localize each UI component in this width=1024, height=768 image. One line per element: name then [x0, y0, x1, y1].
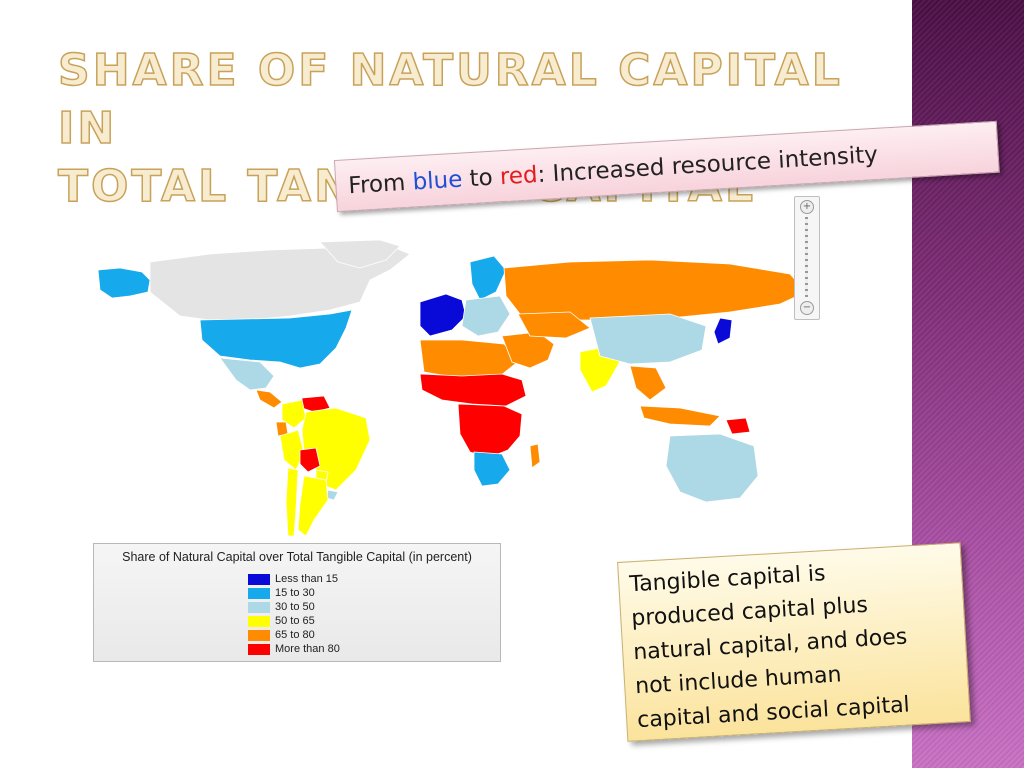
legend-title: Share of Natural Capital over Total Tang…: [122, 550, 472, 564]
subtitle-prefix: From: [347, 169, 414, 200]
legend-swatch: [248, 643, 270, 655]
country-china[interactable]: [589, 313, 707, 365]
legend-item: 50 to 65: [248, 614, 340, 628]
legend-item: More than 80: [248, 642, 340, 656]
zoom-in-icon[interactable]: +: [800, 200, 814, 214]
country-north-africa[interactable]: [419, 339, 521, 379]
country-chile[interactable]: [285, 467, 299, 537]
legend-items: Less than 15 15 to 30 30 to 50 50 to 65 65 t…: [248, 572, 340, 656]
country-indonesia[interactable]: [639, 405, 721, 427]
legend-label: 30 to 50: [275, 601, 315, 613]
country-colombia[interactable]: [281, 399, 307, 429]
country-brazil[interactable]: [301, 407, 371, 491]
country-kazakhstan[interactable]: [517, 311, 591, 339]
country-bolivia[interactable]: [299, 447, 321, 473]
legend-label: 15 to 30: [275, 587, 315, 599]
legend-item: 30 to 50: [248, 600, 340, 614]
country-russia[interactable]: [503, 259, 807, 321]
zoom-slider[interactable]: [805, 217, 808, 297]
country-australia[interactable]: [665, 433, 759, 503]
country-greenland[interactable]: [319, 239, 401, 269]
country-western-europe[interactable]: [419, 293, 467, 337]
legend-item: 65 to 80: [248, 628, 340, 642]
country-papua-new-guinea[interactable]: [725, 417, 751, 435]
country-canada[interactable]: [149, 245, 411, 321]
country-mexico[interactable]: [219, 357, 275, 391]
country-usa[interactable]: [199, 309, 353, 369]
world-map-svg: [97, 239, 807, 537]
map-legend: Share of Natural Capital over Total Tang…: [93, 543, 501, 662]
subtitle-middle: to: [461, 164, 501, 193]
legend-label: More than 80: [275, 643, 340, 655]
country-scandinavia[interactable]: [469, 255, 507, 301]
legend-label: Less than 15: [275, 573, 338, 585]
country-southern-africa[interactable]: [473, 451, 511, 487]
subtitle-blue-word: blue: [411, 166, 464, 196]
country-central-africa[interactable]: [457, 403, 523, 459]
legend-label: 50 to 65: [275, 615, 315, 627]
legend-swatch: [248, 615, 270, 627]
subtitle-red-word: red: [499, 162, 539, 191]
country-argentina[interactable]: [297, 475, 329, 537]
country-alaska[interactable]: [97, 267, 151, 299]
map-zoom-control[interactable]: + −: [794, 196, 820, 320]
legend-item: 15 to 30: [248, 586, 340, 600]
legend-swatch: [248, 573, 270, 585]
world-map[interactable]: [90, 239, 820, 540]
country-madagascar[interactable]: [529, 443, 541, 469]
country-central-america[interactable]: [255, 389, 283, 409]
legend-swatch: [248, 587, 270, 599]
definition-note: Tangible capital is produced capital plu…: [617, 542, 971, 742]
subtitle-suffix: : Increased resource intensity: [536, 141, 879, 189]
country-japan[interactable]: [713, 317, 733, 345]
country-southeast-asia[interactable]: [629, 365, 667, 401]
legend-label: 65 to 80: [275, 629, 315, 641]
legend-item: Less than 15: [248, 572, 340, 586]
zoom-out-icon[interactable]: −: [800, 301, 814, 315]
title-line-1: Share of Natural Capital in: [57, 44, 843, 155]
legend-swatch: [248, 601, 270, 613]
country-sahel[interactable]: [419, 373, 527, 407]
country-eastern-europe[interactable]: [461, 295, 511, 337]
legend-swatch: [248, 629, 270, 641]
